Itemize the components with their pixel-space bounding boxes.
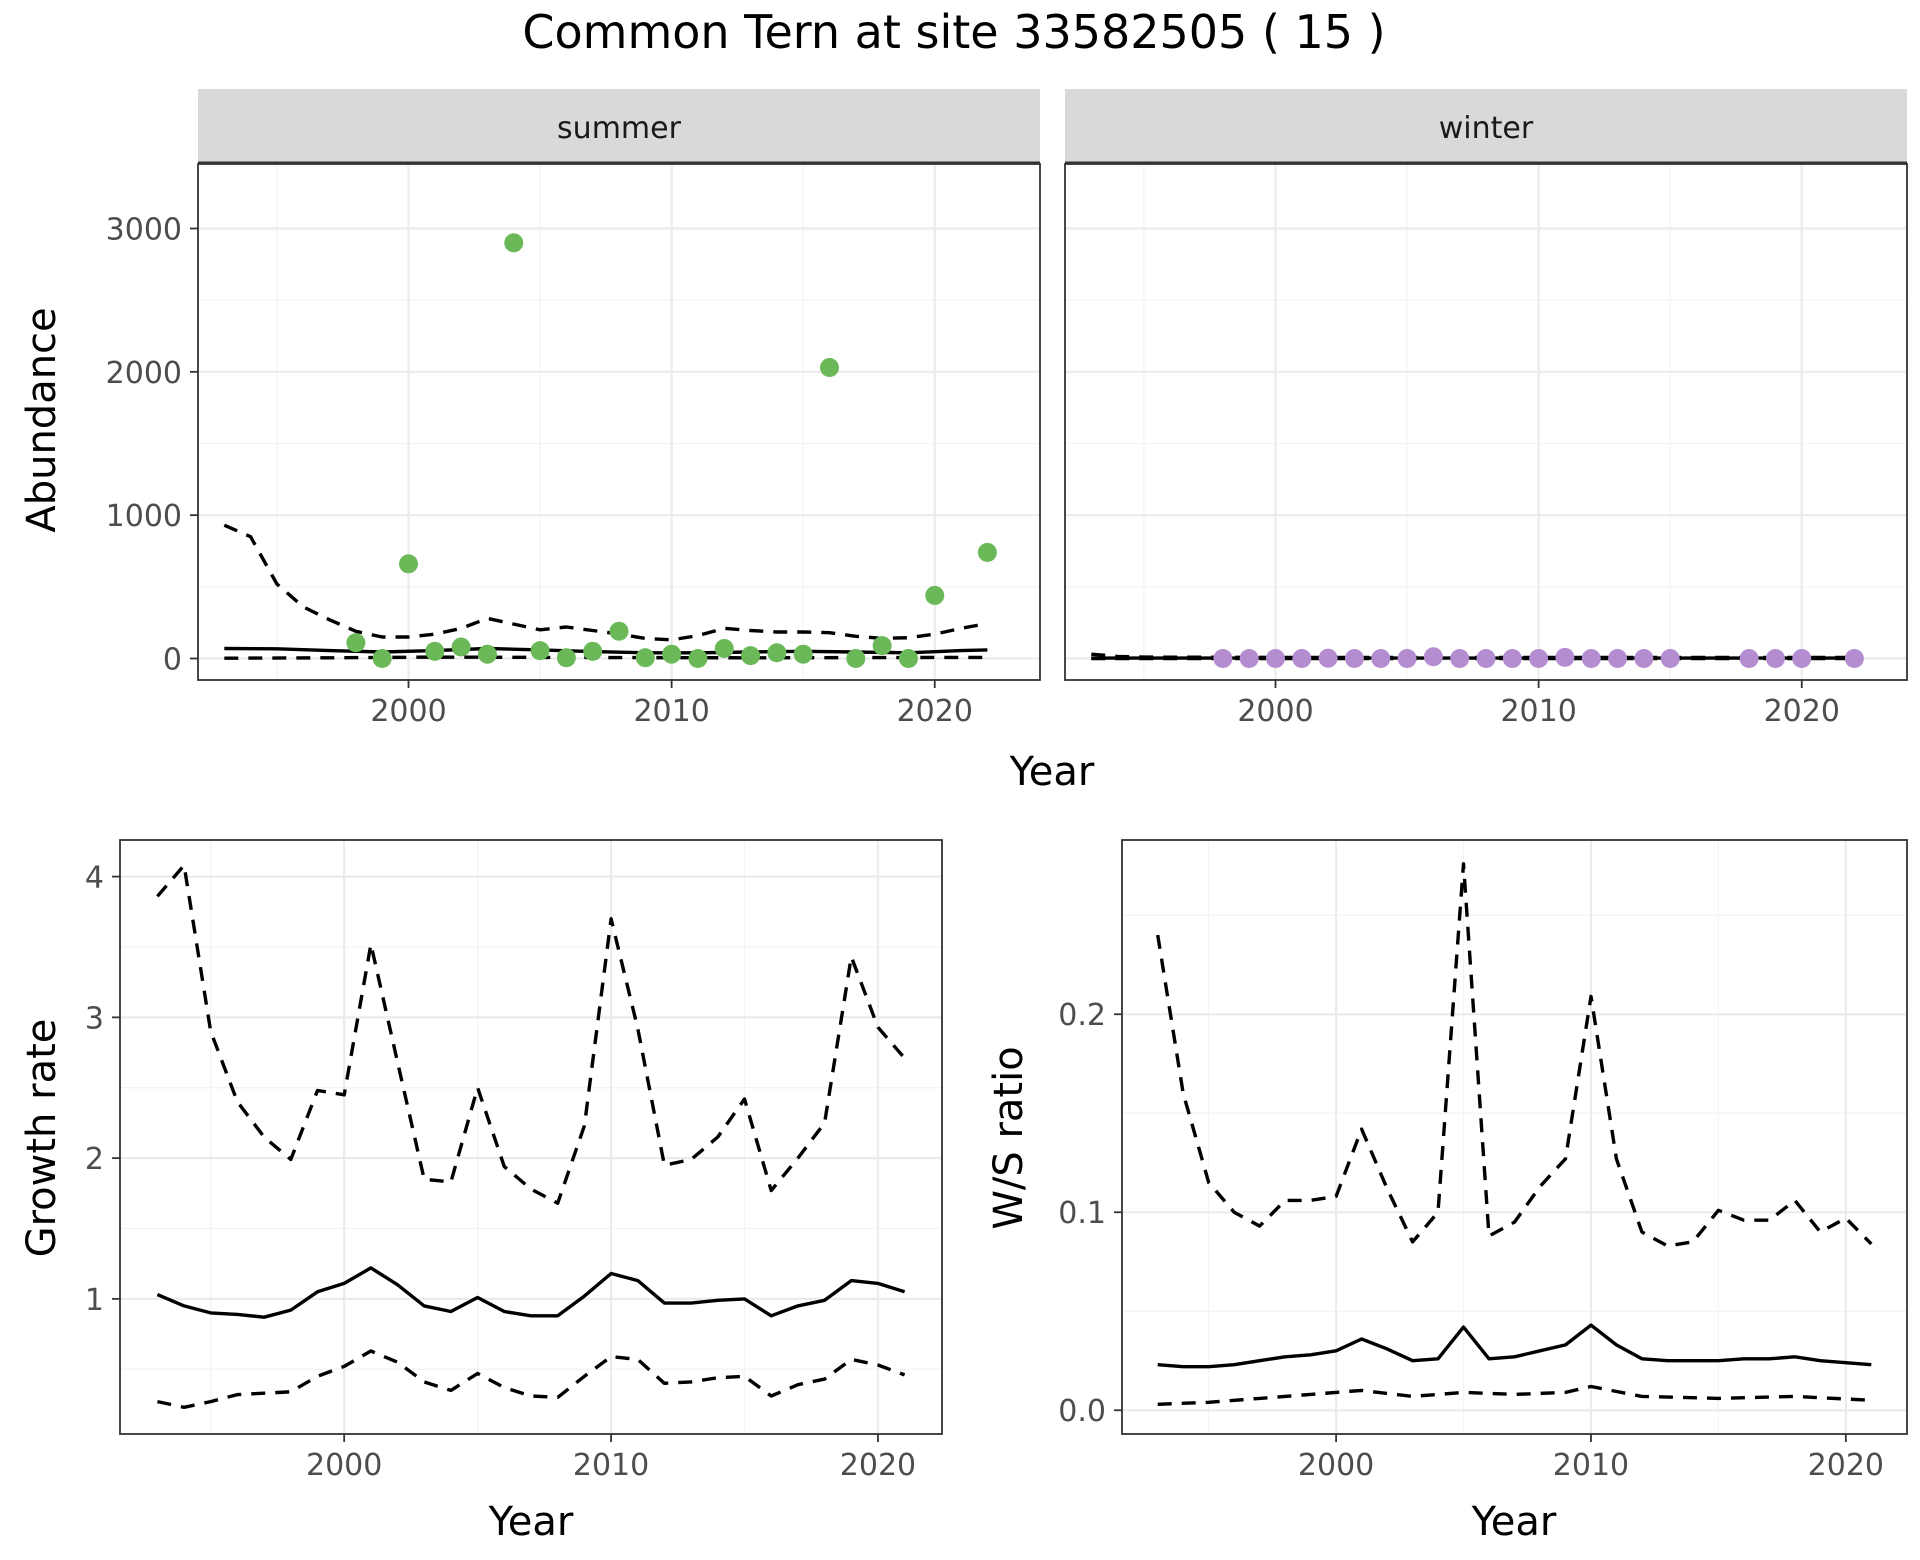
data-point (556, 648, 576, 668)
data-point (741, 646, 761, 666)
y-tick-label: 1000 (106, 499, 182, 534)
x-tick-label: 2010 (1553, 1448, 1629, 1483)
line-estimate-0 (1157, 1323, 1872, 1369)
x-tick-label: 2000 (1237, 694, 1313, 729)
x-tick-label: 2020 (1764, 694, 1840, 729)
line-bound-1 (1156, 862, 1873, 1248)
y-tick-label: 0 (163, 643, 182, 678)
growth-y-axis-title: Growth rate (19, 1019, 65, 1258)
y-tick-label: 0.2 (1058, 998, 1106, 1033)
strip-summer-label: summer (557, 111, 682, 146)
y-tick-label: 0.1 (1058, 1196, 1106, 1231)
x-tick-label: 2010 (633, 694, 709, 729)
data-point (1792, 649, 1812, 668)
panel-summer: 2000 2010 2020 0 1000 2000 3000 (106, 163, 1041, 729)
data-point (688, 649, 708, 668)
line-bound-2 (1157, 1384, 1872, 1406)
data-point (425, 641, 445, 661)
x-tick-label: 2020 (840, 1448, 916, 1483)
data-point (1608, 649, 1628, 668)
strip-winter-bg (1065, 89, 1907, 164)
data-point (1634, 649, 1654, 668)
y-tick-label: 3000 (106, 213, 182, 248)
panel-border (1121, 839, 1908, 1435)
data-point (1371, 649, 1391, 668)
data-point (767, 643, 787, 663)
line-bound-1 (156, 863, 906, 1205)
data-point (1581, 649, 1601, 668)
data-point (1844, 649, 1864, 668)
data-point (1423, 647, 1443, 667)
y-tick-label: 3 (85, 1001, 104, 1036)
x-tick-label: 2000 (306, 1448, 382, 1483)
line-bound-1 (223, 523, 988, 642)
data-point (1555, 647, 1575, 667)
data-point (977, 542, 997, 562)
panel-border (197, 163, 1041, 681)
x-tick-label: 2020 (1808, 1448, 1884, 1483)
data-point (346, 633, 366, 653)
data-point (820, 358, 839, 378)
data-point (399, 554, 418, 574)
figure-title: Common Tern at site 33582505 ( 15 ) (522, 5, 1385, 59)
data-point (504, 233, 524, 253)
data-point (1344, 649, 1364, 668)
strip-winter-label: winter (1439, 111, 1534, 146)
data-point (714, 638, 734, 658)
data-point (1765, 649, 1785, 668)
x-tick-label: 2020 (897, 694, 973, 729)
data-point (609, 621, 629, 641)
panel-ws: 2000 2010 2020 0.0 0.1 0.2 (1058, 839, 1908, 1483)
data-point (451, 637, 471, 657)
x-tick-label: 2010 (1500, 694, 1576, 729)
strip-summer-bg (198, 89, 1040, 164)
data-point (635, 648, 655, 668)
panel-winter: 2000 2010 2020 (1064, 163, 1908, 729)
data-point (1450, 649, 1470, 668)
line-estimate-0 (224, 646, 988, 655)
growth-x-axis-title: Year (488, 1499, 574, 1545)
panel-border (1064, 163, 1908, 681)
top-x-axis-title: Year (1009, 749, 1095, 795)
data-point (1397, 649, 1417, 668)
x-tick-label: 2000 (370, 694, 446, 729)
data-point (1266, 649, 1285, 668)
data-point (1318, 648, 1338, 668)
data-point (793, 644, 813, 664)
data-point (583, 641, 603, 661)
y-tick-label: 1 (85, 1283, 104, 1318)
data-point (1476, 649, 1496, 668)
ws-x-axis-title: Year (1471, 1499, 1557, 1545)
panel-growth: 2000 2010 2020 1 2 3 4 (85, 839, 943, 1483)
data-point (372, 649, 392, 668)
data-point (1213, 649, 1233, 668)
line-estimate-0 (156, 1266, 906, 1319)
data-point (1239, 649, 1259, 668)
x-tick-label: 2000 (1298, 1448, 1374, 1483)
data-point (872, 636, 892, 656)
data-point (1502, 649, 1522, 668)
line-bound-2 (157, 1349, 906, 1409)
data-point (1739, 649, 1759, 668)
panel-border (119, 839, 943, 1435)
data-point (925, 585, 945, 605)
data-point (898, 649, 918, 668)
ws-y-axis-title: W/S ratio (986, 1046, 1032, 1229)
y-tick-label: 0.0 (1058, 1394, 1106, 1429)
top-y-axis-title: Abundance (19, 307, 65, 532)
data-point (1529, 649, 1549, 668)
data-point (477, 644, 497, 664)
data-point (662, 644, 682, 664)
data-point (1292, 649, 1312, 668)
data-point (1660, 649, 1680, 668)
y-tick-label: 2000 (106, 356, 182, 391)
x-tick-label: 2010 (573, 1448, 649, 1483)
data-point (846, 649, 866, 668)
data-point (530, 641, 550, 661)
y-tick-label: 4 (85, 861, 104, 896)
y-tick-label: 2 (85, 1142, 104, 1177)
